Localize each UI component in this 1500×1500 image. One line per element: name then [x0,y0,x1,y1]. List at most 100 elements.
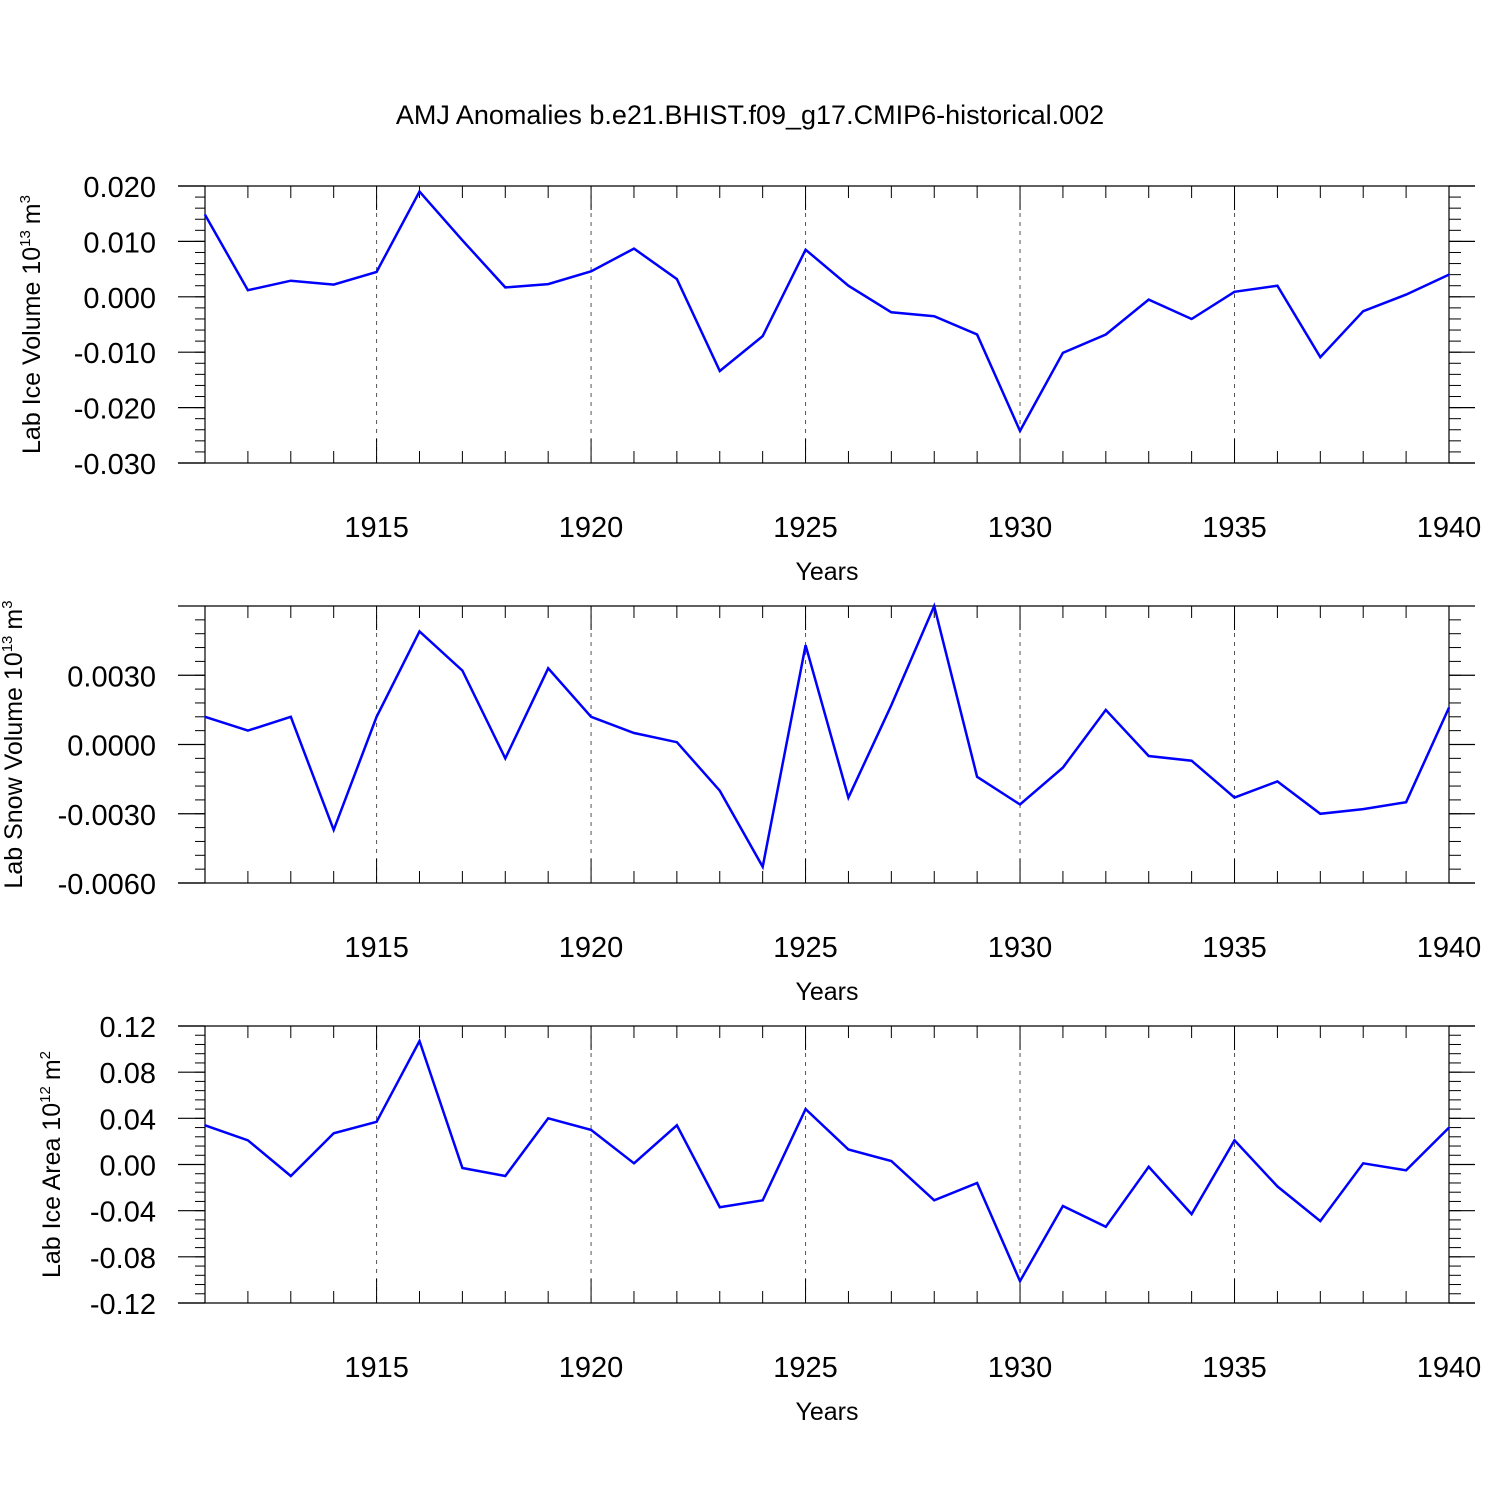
y-tick-label: 0.00 [100,1151,156,1183]
data-point [461,1167,464,1169]
series-line [204,1037,1450,1284]
data-point [1362,808,1365,810]
data-point [1147,1166,1150,1168]
data-point [1019,803,1021,806]
data-point [1405,293,1407,296]
y-axis-label-unit-exponent: 3 [0,600,16,608]
data-point [1233,796,1236,799]
x-tick-label: 1940 [1417,1352,1482,1384]
figure-title: AMJ Anomalies b.e21.BHIST.f09_g17.CMIP6-… [396,100,1104,130]
data-point [804,644,807,647]
data-point [761,1199,764,1202]
data-point [332,1132,335,1135]
data-point [633,247,635,250]
data-point [633,732,635,734]
data-point [1062,1205,1064,1207]
y-tick-label: 0.0000 [67,731,156,763]
x-tick-label: 1915 [344,512,409,544]
data-point [418,190,421,193]
data-point [1062,766,1064,769]
data-point [204,1124,206,1127]
x-tick-label: 1935 [1202,932,1267,964]
y-tick-label: 0.0030 [67,661,156,693]
data-point [418,630,421,633]
y-axis-label-unit: m [0,609,28,630]
y-axis-label: Lab Ice Volume 1013 m3 [17,195,46,454]
data-point [289,716,292,718]
data-point [247,289,249,291]
data-point [504,757,507,760]
data-point [504,286,507,289]
data-point [1190,759,1193,762]
y-tick-label: -0.020 [74,394,156,426]
data-point [504,1175,507,1177]
data-point [247,729,249,732]
x-tick-label: 1930 [988,1352,1053,1384]
data-point [1105,709,1107,711]
data-point [375,271,378,273]
x-tick-label: 1940 [1417,512,1482,544]
data-point [1019,430,1021,432]
data-point [289,1175,292,1177]
data-point [1319,812,1322,815]
data-point [1362,1162,1365,1165]
data-point [461,239,464,242]
data-point [1405,1169,1407,1172]
data-point [847,796,850,799]
x-tick-label: 1915 [344,1352,409,1384]
data-point [933,605,936,607]
data-point [676,1124,678,1127]
data-point [204,716,206,718]
y-tick-label: -0.04 [90,1197,156,1229]
data-point [761,866,764,868]
data-point [761,335,764,337]
y-tick-label: 0.000 [83,283,156,315]
data-point [933,315,936,317]
x-tick-label: 1915 [344,932,409,964]
x-tick-label: 1920 [559,512,624,544]
y-tick-label: 0.12 [100,1012,156,1044]
panel-2: 0.0030 0.0000 -0.0030 -0.0060 1915 1920 1925 19… [0,600,1481,1006]
x-axis-label: Years [795,1398,858,1426]
data-point [590,1129,592,1131]
data-point [547,283,549,285]
data-point [1405,801,1407,804]
x-tick-label: 1925 [773,1352,838,1384]
data-point [590,270,592,273]
data-point [933,1199,936,1202]
x-axis-label: Years [795,978,858,1006]
y-axis-label-unit-exponent: 2 [37,1051,54,1059]
y-axis-label-exponent: 13 [0,636,16,653]
x-tick-label: 1925 [773,512,838,544]
data-point [676,278,678,280]
data-point [1319,356,1322,358]
x-tick-label: 1925 [773,932,838,964]
data-point [847,284,850,287]
y-axis-label-text: Lab Ice Volume 10 [18,247,46,454]
data-point [890,1160,893,1162]
data-point [1147,298,1150,301]
data-point [1190,318,1193,320]
data-point [847,1148,850,1151]
data-point [676,741,678,743]
y-tick-label: -0.0060 [58,869,156,901]
data-point [204,214,206,216]
data-point [1448,1126,1450,1129]
data-point [1362,310,1365,313]
data-point [247,1139,249,1142]
data-point [418,1040,421,1042]
data-point [332,829,335,831]
data-point [1233,291,1236,293]
data-point [1105,1226,1107,1228]
series-line [203,189,1450,434]
data-point [1105,333,1107,336]
data-point [976,776,978,778]
panel-3: 0.12 0.08 0.04 0.00 -0.04 -0.08 -0.12 1915 1920 1… [37,1012,1481,1426]
data-point [804,248,807,251]
y-axis-label-unit: m [18,203,46,224]
data-point [890,311,893,314]
data-point [1147,755,1150,757]
data-point [461,669,464,672]
x-tick-label: 1920 [559,1352,624,1384]
